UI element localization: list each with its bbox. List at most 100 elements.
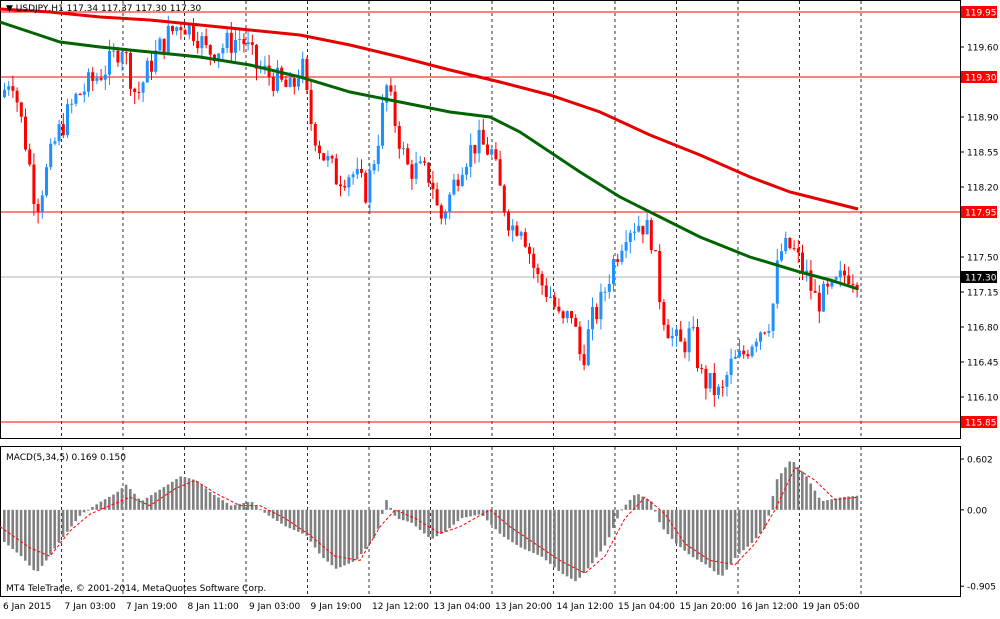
candle-body	[40, 195, 44, 213]
time-axis-label: 16 Jan 12:00	[741, 602, 798, 612]
level-price-label: 119.95	[965, 9, 997, 19]
macd-axis-label: 0.00	[967, 506, 987, 516]
candle-body	[746, 354, 750, 357]
candle-body	[343, 186, 347, 188]
candle-body	[557, 306, 561, 312]
macd-histogram-bar	[150, 495, 153, 510]
macd-histogram-bar	[242, 503, 245, 510]
candle-body	[179, 27, 183, 31]
candle-body	[851, 284, 855, 286]
level-price-label: 119.30	[965, 74, 997, 84]
candle-body	[574, 318, 578, 327]
macd-histogram-bar	[658, 509, 661, 523]
macd-histogram-bar	[246, 502, 250, 510]
candle-body	[784, 237, 788, 252]
candle-body	[49, 143, 53, 168]
collapse-triangle-icon[interactable]: ▼	[6, 4, 13, 14]
macd-histogram-bar	[486, 509, 489, 521]
macd-histogram-bar	[599, 509, 602, 552]
candle-body	[53, 141, 57, 144]
candle-body	[225, 32, 229, 48]
price-axis-label: 116.10	[967, 394, 999, 404]
candle-body	[435, 189, 439, 206]
macd-histogram-bar	[780, 473, 783, 510]
candle-body	[32, 164, 36, 204]
candle-body	[637, 225, 641, 232]
macd-histogram-bar	[166, 484, 170, 510]
candle-body	[192, 23, 195, 41]
price-panel-frame	[0, 0, 961, 439]
candle-body	[675, 329, 678, 337]
candle-body	[255, 44, 258, 69]
candle-body	[750, 346, 754, 357]
macd-histogram-bar	[200, 484, 203, 510]
macd-histogram-bar	[175, 479, 178, 510]
macd-histogram-bar	[528, 509, 531, 552]
macd-histogram-bar	[733, 509, 737, 558]
macd-histogram-bar	[498, 509, 502, 534]
candle-body	[221, 47, 225, 54]
symbol-header: ▼ USDJPY,H1 117.34 117.37 117.30 117.30	[6, 4, 201, 14]
macd-histogram-bar	[234, 504, 237, 510]
macd-histogram-bar	[385, 500, 388, 510]
macd-histogram-bar	[481, 509, 485, 516]
candle-body	[87, 72, 90, 92]
candle-body	[532, 253, 536, 268]
candle-body	[74, 93, 78, 104]
time-axis-label: 7 Jan 03:00	[65, 602, 117, 612]
candle-body	[70, 103, 74, 105]
candle-body	[691, 326, 695, 329]
candle-body	[250, 42, 254, 45]
macd-histogram-bar	[87, 509, 90, 511]
macd-histogram-bar	[553, 509, 556, 568]
time-axis-label: 15 Jan 04:00	[618, 602, 675, 612]
price-axis-label: 118.55	[967, 149, 999, 159]
macd-histogram-bar	[355, 509, 359, 560]
slow-moving-average	[0, 7, 859, 211]
macd-histogram-bar	[582, 509, 586, 574]
candle-body	[801, 252, 804, 274]
candle-body	[670, 336, 674, 339]
macd-histogram-bar	[637, 494, 640, 510]
macd-histogram-bar	[519, 509, 523, 548]
macd-histogram-bar	[843, 496, 846, 510]
macd-histogram-bar	[742, 509, 745, 551]
candle-body	[570, 311, 573, 319]
candle-body	[120, 52, 124, 63]
macd-histogram-bar	[578, 509, 581, 578]
candle-body	[330, 155, 334, 159]
candle-body	[364, 172, 368, 203]
macd-histogram-bar	[49, 509, 52, 555]
copyright-text: MT4 TeleTrade, © 2001-2014, MetaQuotes S…	[6, 584, 267, 594]
macd-histogram-bar	[423, 509, 426, 534]
candle-body	[187, 23, 191, 35]
candle-body	[145, 60, 149, 83]
macd-histogram-bar	[217, 497, 220, 510]
candle-body	[658, 251, 662, 303]
candle-body	[473, 144, 477, 154]
candle-body	[238, 39, 242, 41]
candle-body	[288, 78, 292, 88]
macd-histogram-bar	[649, 501, 653, 510]
macd-histogram-bar	[351, 509, 355, 562]
candle-body	[19, 102, 23, 117]
candle-body	[494, 149, 498, 160]
price-axis-label: 116.80	[967, 324, 999, 334]
candle-body	[456, 179, 460, 186]
macd-histogram-bar	[431, 509, 434, 539]
macd-histogram-bar	[32, 509, 35, 571]
time-axis-label: 9 Jan 19:00	[311, 602, 363, 612]
candle-body	[11, 86, 15, 91]
macd-histogram-bar	[788, 461, 791, 510]
macd-histogram-bar	[654, 509, 657, 512]
macd-histogram-bar	[712, 509, 716, 572]
macd-histogram-bar	[759, 509, 762, 534]
macd-histogram-bar	[838, 497, 842, 510]
candle-body	[700, 368, 704, 370]
macd-histogram-bar	[305, 509, 308, 536]
level-price-tag	[961, 206, 997, 218]
candle-body	[208, 45, 212, 55]
candle-body	[204, 36, 208, 46]
candle-body	[843, 270, 846, 276]
